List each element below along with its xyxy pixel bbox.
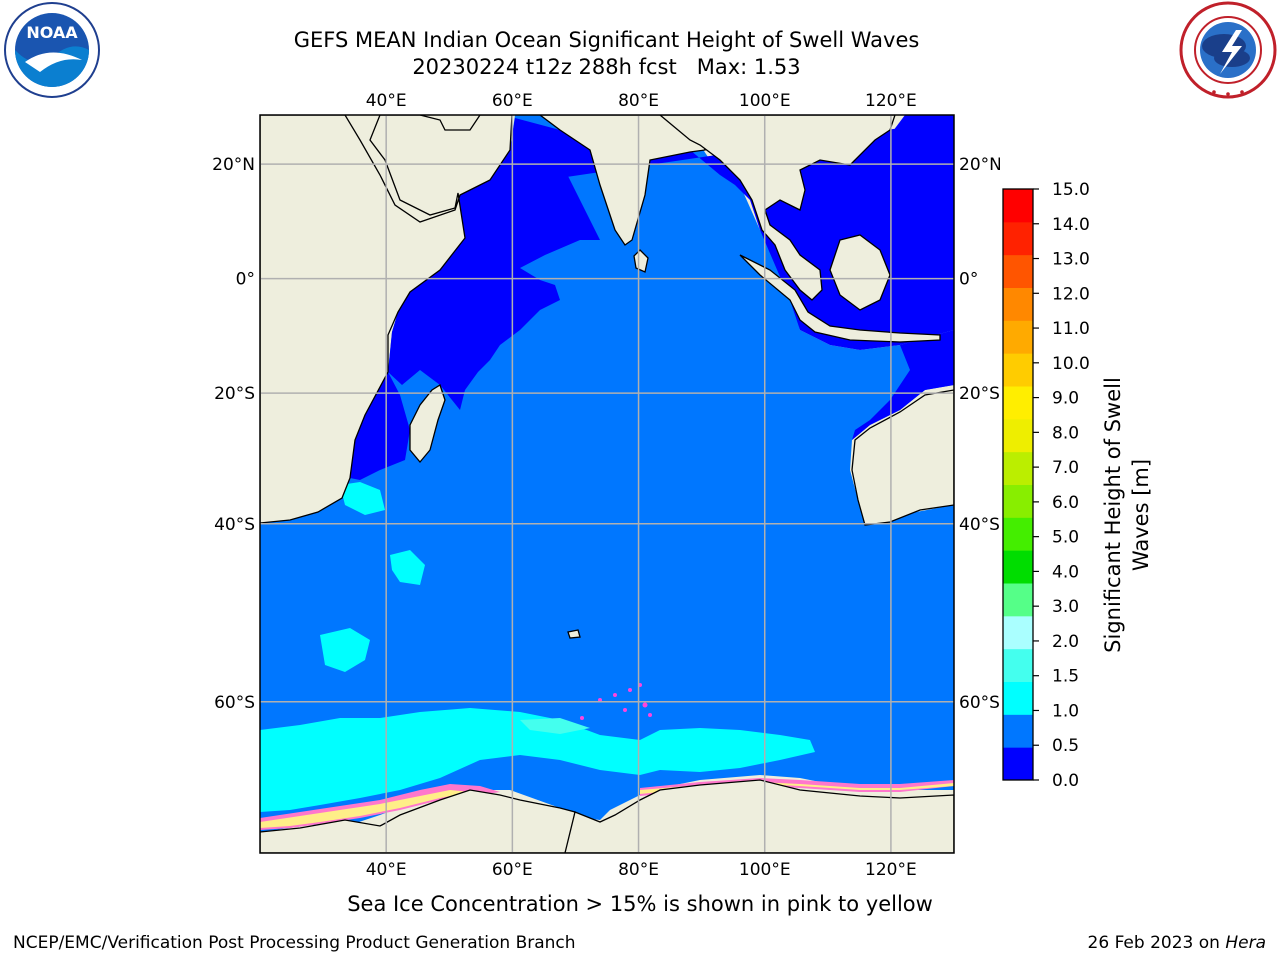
lat-label-right: 60°S (959, 693, 1000, 713)
colorbar-band (1003, 353, 1033, 387)
colorbar-label: Significant Height of Swell Waves [m] (1101, 377, 1153, 653)
lon-label-top: 80°E (618, 91, 659, 111)
colorbar-band (1003, 287, 1033, 321)
lon-label-bottom: 40°E (366, 860, 407, 880)
lon-label-top: 40°E (366, 91, 407, 111)
colorbar-tick-label: 0.0 (1052, 771, 1079, 791)
ice-caption: Sea Ice Concentration > 15% is shown in … (347, 892, 933, 916)
ocean-swell-1.5-2.0 (520, 718, 590, 734)
colorbar-tick-label: 5.0 (1052, 528, 1079, 548)
ocean-swell-0-0.5-arabian (388, 118, 600, 410)
lat-label-left: 40°S (214, 515, 255, 535)
ocean-swell-0-0.5-australia (852, 330, 954, 440)
colorbar-tick-label: 8.0 (1052, 423, 1079, 443)
colorbar-tick-label: 6.0 (1052, 493, 1079, 513)
lon-label-bottom: 100°E (739, 860, 791, 880)
ocean-swell-0-0.5-north (458, 115, 954, 350)
lat-label-left: 0° (236, 270, 255, 290)
colorbar-band (1003, 189, 1033, 223)
sea-ice (260, 683, 954, 830)
colorbar-band (1003, 648, 1033, 682)
lon-label-bottom: 60°E (492, 860, 533, 880)
lat-label-right: 20°N (959, 155, 1000, 175)
lat-label-left: 60°S (214, 693, 255, 713)
colorbar-band (1003, 550, 1033, 584)
lat-label-right: 20°S (959, 384, 1000, 404)
colorbar-tick-label: 13.0 (1052, 250, 1090, 270)
lat-label-left: 20°S (214, 384, 255, 404)
colorbar-band (1003, 615, 1033, 650)
nws-logo (1176, 0, 1280, 100)
colorbar-band (1003, 221, 1033, 256)
colorbar-tick-label: 9.0 (1052, 389, 1079, 409)
lat-label-left: 20°N (212, 155, 255, 175)
colorbar-band (1003, 517, 1033, 551)
colorbar-band (1003, 320, 1033, 354)
lon-label-bottom: 120°E (865, 860, 917, 880)
colorbar-band (1003, 747, 1033, 781)
colorbar-band (1003, 583, 1033, 617)
colorbar-tick-label: 0.5 (1052, 736, 1079, 756)
colorbar-band (1003, 451, 1033, 485)
footer-date: 26 Feb 2023 on Hera (1088, 933, 1266, 953)
colorbar-tick-label: 12.0 (1052, 284, 1090, 304)
lon-label-top: 100°E (739, 91, 791, 111)
map-subtitle: 20230224 t12z 288h fcst Max: 1.53 (412, 55, 801, 79)
lon-label-top: 60°E (492, 91, 533, 111)
ocean-swell-0-0.5-mozambique (350, 372, 410, 480)
footer-branch: NCEP/EMC/Verification Post Processing Pr… (13, 933, 576, 953)
noaa-logo: NOAA (0, 0, 106, 100)
colorbar-band (1003, 681, 1033, 715)
footer-date-text: 26 Feb 2023 on (1087, 933, 1226, 953)
colorbar-band (1003, 484, 1033, 518)
colorbar-tick-label: 7.0 (1052, 458, 1079, 478)
lat-label-right: 40°S (959, 515, 1000, 535)
ocean-swell-1.0-1.5-south (260, 482, 815, 812)
colorbar-band (1003, 714, 1033, 748)
gridlines (260, 115, 954, 853)
colorbar-band (1003, 254, 1033, 288)
footer-host: Hera (1225, 933, 1266, 953)
colorbar-tick-label: 14.0 (1052, 215, 1090, 235)
colorbar-tick-label: 4.0 (1052, 562, 1079, 582)
colorbar-frame (1002, 188, 1034, 781)
lon-label-top: 120°E (865, 91, 917, 111)
colorbar-tick-label: 11.0 (1052, 319, 1090, 339)
colorbar-tick-label: 1.5 (1052, 667, 1079, 687)
lat-label-right: 0° (959, 270, 978, 290)
lon-label-bottom: 80°E (618, 860, 659, 880)
colorbar-tick-label: 10.0 (1052, 354, 1090, 374)
colorbar-tick-label: 2.0 (1052, 632, 1079, 652)
colorbar-band (1003, 418, 1033, 453)
map-title: GEFS MEAN Indian Ocean Significant Heigh… (293, 28, 920, 52)
colorbar-band (1003, 386, 1033, 420)
colorbar-tick-label: 1.0 (1052, 701, 1079, 721)
colorbar-tick-label: 3.0 (1052, 597, 1079, 617)
map-frame (259, 114, 955, 854)
noaa-logo-text: NOAA (26, 23, 78, 42)
colorbar-tick-label: 15.0 (1052, 180, 1090, 200)
